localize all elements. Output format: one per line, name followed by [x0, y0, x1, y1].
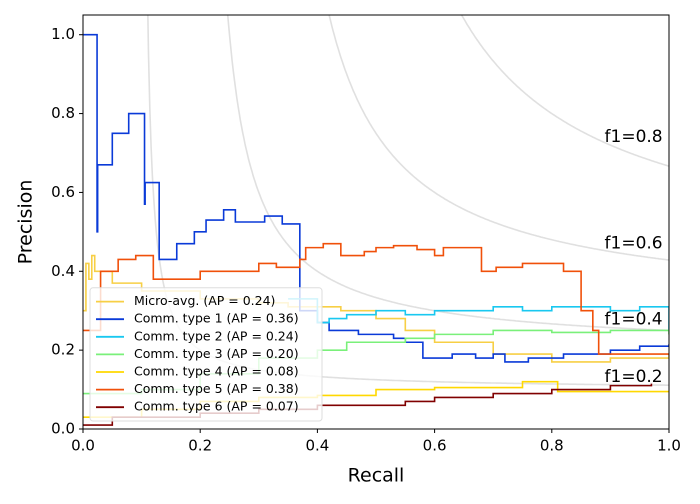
- legend-label: Comm. type 6 (AP = 0.07): [134, 399, 299, 414]
- y-axis-label: Precision: [15, 180, 37, 265]
- iso-f1-curve: [328, 15, 669, 261]
- iso-f1-label: f1=0.4: [605, 310, 663, 330]
- pr-curve: [83, 242, 669, 355]
- x-tick-label: 0.0: [71, 437, 95, 455]
- y-tick-label: 0.8: [51, 104, 75, 122]
- legend-label: Micro-avg. (AP = 0.24): [134, 293, 275, 308]
- legend: Micro-avg. (AP = 0.24) Comm. type 1 (AP =…: [89, 287, 323, 422]
- x-tick-label: 0.4: [305, 437, 329, 455]
- iso-f1-label: f1=0.2: [605, 367, 663, 387]
- x-tick-label: 0.2: [188, 437, 212, 455]
- legend-label: Comm. type 2 (AP = 0.24): [134, 328, 299, 343]
- plot-frame: [82, 14, 670, 430]
- iso-f1-curve: [226, 15, 669, 332]
- x-tick-label: 1.0: [657, 437, 681, 455]
- y-tick-label: 0.4: [51, 262, 75, 280]
- iso-f1-label: f1=0.6: [605, 234, 663, 254]
- legend-label: Comm. type 5 (AP = 0.38): [134, 381, 299, 396]
- legend-label: Comm. type 3 (AP = 0.20): [134, 346, 299, 361]
- x-axis-label: Recall: [348, 465, 405, 487]
- x-tick-label: 0.8: [540, 437, 564, 455]
- pr-curve: [288, 298, 669, 331]
- iso-f1-curve: [460, 15, 669, 167]
- legend-label: Comm. type 4 (AP = 0.08): [134, 364, 299, 379]
- legend-box: [89, 287, 323, 422]
- y-tick-label: 0.2: [51, 341, 75, 359]
- y-tick-label: 0.0: [51, 420, 75, 438]
- y-tick-label: 1.0: [51, 25, 75, 43]
- x-tick-label: 0.6: [423, 437, 447, 455]
- legend-label: Comm. type 1 (AP = 0.36): [134, 311, 299, 326]
- y-tick-label: 0.6: [51, 183, 75, 201]
- iso-f1-label: f1=0.8: [605, 127, 663, 147]
